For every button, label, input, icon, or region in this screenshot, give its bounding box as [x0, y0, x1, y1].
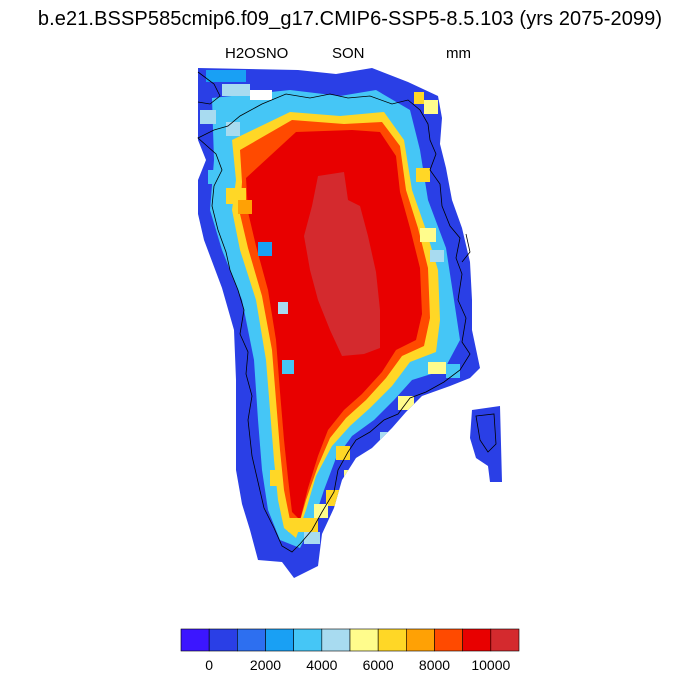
colorbar-box: [434, 628, 463, 652]
colorbar-box: [462, 628, 492, 652]
colorbar-tick-label: 0: [205, 657, 213, 673]
island: [470, 406, 502, 482]
colorbar-boxes: [180, 628, 520, 652]
colorbar-box: [180, 628, 210, 652]
units-label: mm: [446, 45, 471, 62]
colorbar-box: [265, 628, 294, 652]
colorbar-box: [406, 628, 435, 652]
colorbar-tick-label: 10000: [471, 657, 510, 673]
colorbar-tick-label: 8000: [419, 657, 450, 673]
colorbar-box: [293, 628, 323, 652]
colorbar-box: [321, 628, 351, 652]
season-label: SON: [332, 45, 365, 62]
colorbar-box: [208, 628, 238, 652]
colorbar-box: [349, 628, 379, 652]
variable-label: H2OSNO: [225, 45, 289, 62]
colorbar-box: [237, 628, 266, 652]
colorbar-labels: 0 2000 4000 6000 8000 10000: [205, 657, 510, 673]
plot-title: b.e21.BSSP585cmip6.f09_g17.CMIP6-SSP5-8.…: [37, 8, 663, 30]
colorbar-box: [490, 628, 520, 652]
coastline: [197, 71, 497, 553]
colorbar-tick-label: 6000: [363, 657, 394, 673]
colorbar-tick-label: 4000: [306, 657, 337, 673]
colorbar-box: [377, 628, 407, 652]
colorbar-tick-label: 2000: [250, 657, 281, 673]
